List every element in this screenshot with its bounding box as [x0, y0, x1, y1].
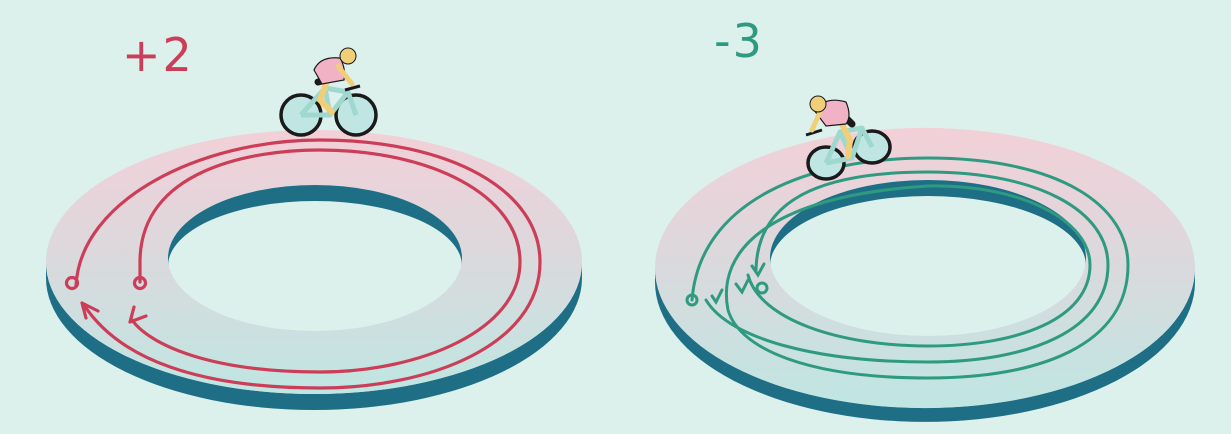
cyclist-icon: [279, 47, 378, 137]
left-track-surface: [46, 130, 582, 394]
cyclist-icon: [805, 95, 892, 181]
winding-label-negative: -3: [714, 14, 764, 68]
start-circle-icon: [755, 281, 769, 295]
winding-label-positive: +2: [122, 28, 194, 82]
arrow-head-icon: [128, 305, 148, 324]
start-circle-icon: [685, 293, 699, 307]
start-circle-icon: [132, 275, 148, 291]
start-circle-icon: [64, 275, 80, 291]
right-track-inner-wall: [770, 180, 1086, 266]
right-track-surface: [654, 127, 1195, 409]
left-loop-path: [64, 138, 542, 390]
arrow-head-icon: [710, 262, 766, 305]
left-track-inner-wall: [168, 185, 462, 266]
left-track: [46, 130, 582, 410]
arrow-head-icon: [80, 301, 100, 320]
right-loop-path: [685, 156, 1130, 380]
